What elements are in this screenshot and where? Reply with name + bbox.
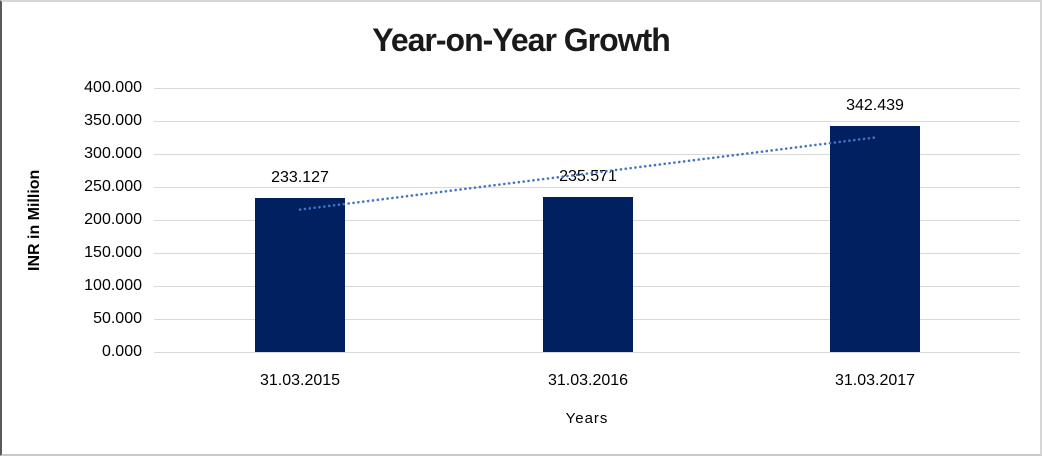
gridline <box>154 154 1020 155</box>
bar-group-2015: 233.127 <box>255 88 345 352</box>
chart-title: Year-on-Year Growth <box>372 22 671 58</box>
y-tick-label: 0.000 <box>101 343 142 360</box>
bar-2015 <box>255 198 345 352</box>
y-tick-label: 350.000 <box>84 112 142 129</box>
bar-data-label: 233.127 <box>271 169 329 187</box>
y-tick-label: 200.000 <box>84 211 142 228</box>
x-tick-label-2017: 31.03.2017 <box>834 372 916 389</box>
x-tick-label-2016: 31.03.2016 <box>547 372 629 389</box>
gridline <box>154 121 1020 122</box>
bar-group-2016: 235.571 <box>543 88 633 352</box>
x-axis-title: Years <box>565 410 609 427</box>
gridline <box>154 88 1020 89</box>
bar-2016 <box>543 196 633 352</box>
bar-data-label: 342.439 <box>846 97 904 114</box>
bar-2017 <box>830 126 920 352</box>
y-tick-label: 100.000 <box>84 277 142 294</box>
y-tick-label: 300.000 <box>84 145 142 162</box>
y-tick-label: 250.000 <box>84 178 142 195</box>
plot-area: 233.127 235.571 342.439 <box>154 88 1020 353</box>
y-tick-label: 400.000 <box>84 79 142 96</box>
trendline <box>298 136 877 211</box>
x-tick-label-2015: 31.03.2015 <box>259 372 341 389</box>
y-tick-label: 150.000 <box>84 244 142 261</box>
y-tick-label: 50.000 <box>93 310 142 327</box>
bar-group-2017: 342.439 <box>830 88 920 352</box>
gridline <box>154 352 1020 353</box>
gridline <box>154 187 1020 188</box>
